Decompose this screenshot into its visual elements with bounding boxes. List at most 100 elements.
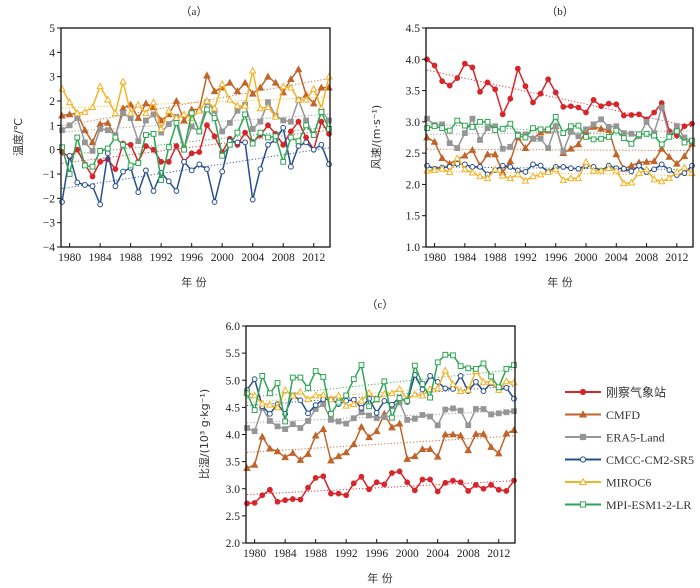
chart-c-point — [511, 477, 517, 484]
chart-c-point — [281, 385, 289, 393]
chart-b-point — [651, 109, 658, 116]
chart-c-point — [334, 452, 343, 460]
chart-c-point — [343, 420, 350, 427]
chart-c-point — [488, 411, 495, 418]
chart-a-point — [310, 146, 317, 153]
chart-b-point — [560, 148, 567, 155]
chart-a-point — [81, 139, 88, 146]
chart-a-ytick-label: 4 — [49, 47, 55, 59]
chart-c-point — [418, 391, 427, 399]
chart-b-point — [628, 140, 635, 147]
chart-a-point — [204, 122, 210, 129]
chart-b-point — [507, 164, 514, 170]
chart-b-point — [583, 133, 589, 140]
chart-c-point — [328, 490, 334, 497]
chart-a-point — [165, 178, 172, 185]
chart-c-point — [457, 407, 464, 414]
chart-c-point — [434, 488, 441, 495]
chart-c-point — [296, 387, 305, 395]
chart-b-point — [620, 112, 627, 119]
chart-a-point — [326, 130, 332, 137]
legend-item: ERA5-Land — [565, 431, 665, 445]
chart-a-point — [97, 201, 104, 208]
chart-c-point — [450, 477, 456, 484]
chart-b-point — [424, 125, 430, 132]
chart-b-point — [560, 103, 567, 110]
chart-b-point — [673, 128, 680, 135]
chart-c-point — [457, 373, 464, 379]
chart-c-point — [372, 427, 381, 435]
chart-b-point — [430, 137, 439, 145]
chart-c-point — [350, 415, 357, 422]
chart-b-xtick-label: 2012 — [665, 252, 688, 264]
chart-a-point — [126, 109, 135, 117]
chart-c-point — [357, 396, 366, 404]
chart-b-point — [521, 144, 530, 152]
chart-a-point — [203, 96, 211, 104]
chart-c-point — [441, 366, 450, 374]
chart-c-panel-label: （c） — [367, 298, 394, 311]
chart-c-point — [335, 418, 342, 425]
chart-b-point — [642, 157, 651, 165]
chart-a-point — [211, 133, 218, 140]
chart-b-point — [590, 97, 597, 103]
chart-a-point — [219, 152, 226, 159]
chart-c-point — [433, 452, 442, 460]
chart-c-ytick-label: 2.5 — [226, 511, 241, 523]
chart-b-trendline-CMFD — [426, 148, 693, 152]
chart-a-line-CMCC-CM2-SR5 — [61, 127, 330, 206]
chart-b-ytick-label: 3.0 — [406, 117, 421, 129]
chart-c-point — [388, 423, 396, 431]
chart-b-point — [574, 174, 583, 182]
chart-a-point — [127, 162, 134, 169]
chart-b-point — [613, 127, 620, 134]
chart-a-point — [303, 134, 310, 141]
chart-b-point — [484, 79, 491, 86]
chart-a-point — [180, 116, 188, 124]
chart-b-point — [537, 90, 544, 97]
chart-a-point — [134, 100, 143, 108]
chart-b-xtick-label: 2000 — [575, 252, 598, 264]
chart-c-point — [449, 430, 457, 438]
chart-c-point — [381, 481, 388, 488]
chart-b-ytick-label: 2.0 — [406, 179, 421, 191]
chart-b-point — [620, 179, 628, 187]
chart-a-xlabel: 年 份 — [181, 275, 207, 289]
chart-c-point — [327, 395, 335, 403]
chart-c-x-axis: 1980 1984 1988 1992 1996 2000 2004 2008 2012 — [243, 539, 510, 560]
chart-b-point — [665, 152, 674, 160]
chart-c-point — [495, 410, 502, 417]
chart-c-point — [404, 397, 411, 404]
chart-b-point — [628, 112, 635, 118]
chart-c-frame — [245, 325, 516, 544]
chart-a-series-MIROC6 — [58, 66, 333, 132]
chart-c-point — [305, 484, 311, 491]
chart-b-point — [453, 154, 462, 162]
chart-c-point — [289, 374, 296, 381]
chart-c-point — [274, 498, 281, 505]
chart-a-point — [294, 65, 303, 73]
chart-b-point — [636, 162, 642, 169]
chart-c-point — [366, 412, 372, 419]
legend-item: MIROC6 — [565, 476, 651, 490]
chart-c-point — [311, 391, 320, 399]
legend-item: CMFD — [565, 408, 640, 422]
chart-a-point — [264, 103, 272, 110]
chart-c-point — [266, 410, 273, 417]
chart-c-xtick-label: 1988 — [304, 548, 327, 560]
chart-c-point — [358, 405, 365, 411]
chart-a-point — [150, 130, 157, 137]
chart-a-ytick-label: −2 — [43, 193, 55, 205]
chart-a-point — [204, 106, 210, 113]
chart-a-point — [211, 115, 218, 121]
chart-a-point — [248, 89, 257, 97]
chart-b-point — [461, 130, 468, 137]
chart-b-point — [612, 166, 621, 174]
chart-c-point — [358, 473, 365, 480]
chart-a-point — [309, 84, 318, 92]
chart-b-xtick-label: 1988 — [484, 252, 507, 264]
chart-a-point — [318, 141, 325, 148]
chart-c-point — [312, 475, 319, 481]
chart-c-point — [427, 476, 433, 483]
chart-c-point — [434, 422, 441, 429]
